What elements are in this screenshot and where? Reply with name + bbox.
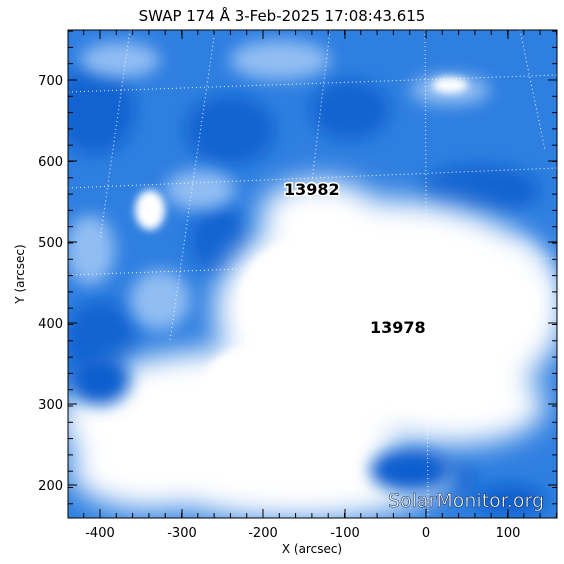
image-title: SWAP 174 Å 3-Feb-2025 17:08:43.615	[139, 6, 426, 25]
region-label-13982: 13982	[284, 180, 340, 199]
x-tick-label: 100	[496, 526, 521, 541]
x-tick-label: -300	[167, 526, 197, 541]
x-tick-label: -400	[85, 526, 115, 541]
y-tick-label: 400	[38, 317, 63, 332]
y-tick-label: 700	[38, 74, 63, 89]
x-tick-label: -200	[248, 526, 278, 541]
coordinate-grid	[68, 30, 557, 518]
plot-frame	[67, 29, 558, 519]
y-tick-label: 300	[38, 398, 63, 413]
region-label-13978: 13978	[370, 318, 426, 337]
x-tick-label: -100	[330, 526, 360, 541]
watermark-solarmonitor: SolarMonitor.org	[388, 490, 544, 512]
x-axis-label: X (arcsec)	[282, 542, 342, 556]
solar-image	[68, 30, 557, 518]
y-axis-label: Y (arcsec)	[13, 244, 27, 304]
y-tick-label: 600	[38, 155, 63, 170]
x-tick-label: 0	[422, 526, 430, 541]
y-tick-label: 200	[38, 479, 63, 494]
major-ticks	[68, 30, 557, 518]
y-tick-label: 500	[38, 236, 63, 251]
